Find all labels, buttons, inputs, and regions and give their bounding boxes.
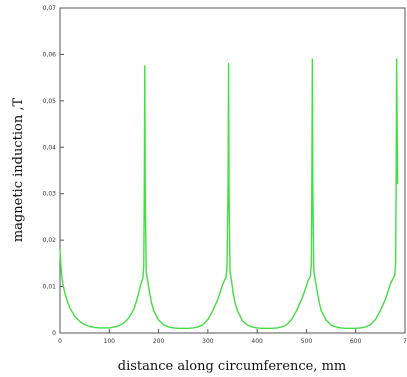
x-axis-title: distance along circumference, mm <box>118 359 346 374</box>
y-axis-title: magnetic induction ,T <box>11 98 26 243</box>
plot-area <box>59 7 406 334</box>
y-axis: 0 0,01 0,02 0,03 0,04 0,05 0,06 0,07 <box>43 5 64 337</box>
x-tick-label: 600 <box>350 338 362 345</box>
x-tick-label: 200 <box>153 338 165 345</box>
x-tick-label: 0 <box>58 338 62 345</box>
y-tick-label: 0,02 <box>43 237 57 244</box>
y-tick-label: 0,03 <box>43 191 57 198</box>
y-tick-label: 0,06 <box>43 51 57 58</box>
y-tick-label: 0 <box>52 330 56 337</box>
x-axis: 0 100 200 300 400 500 600 7 <box>58 329 407 345</box>
series-layer <box>59 58 399 330</box>
series-line <box>59 58 399 330</box>
y-tick-label: 0,01 <box>43 284 57 291</box>
x-tick-label: 400 <box>251 338 263 345</box>
x-tick-label: 500 <box>301 338 313 345</box>
y-tick-label: 0,04 <box>43 144 57 151</box>
y-tick-label: 0,05 <box>43 98 57 105</box>
y-tick-label: 0,07 <box>43 5 57 12</box>
x-tick-label: 100 <box>104 338 116 345</box>
x-tick-label: 300 <box>202 338 214 345</box>
x-tick-label: 7 <box>403 338 407 345</box>
